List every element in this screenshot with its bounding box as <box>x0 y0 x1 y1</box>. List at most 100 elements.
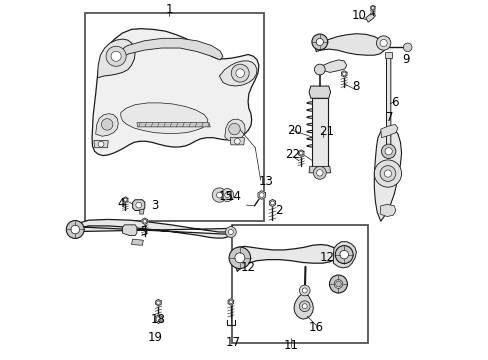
Polygon shape <box>96 114 118 136</box>
Circle shape <box>335 246 352 264</box>
Text: 5: 5 <box>140 225 147 238</box>
Circle shape <box>234 253 244 263</box>
Circle shape <box>123 198 127 201</box>
Polygon shape <box>319 60 346 72</box>
Bar <box>231 225 367 343</box>
Circle shape <box>379 40 386 46</box>
Text: 13: 13 <box>258 175 273 188</box>
Circle shape <box>403 43 411 51</box>
Circle shape <box>156 317 161 321</box>
Bar <box>85 13 264 221</box>
Circle shape <box>316 170 323 176</box>
Polygon shape <box>121 103 207 134</box>
Circle shape <box>384 148 391 155</box>
Text: 7: 7 <box>385 111 393 124</box>
Polygon shape <box>233 244 338 271</box>
Polygon shape <box>269 199 275 207</box>
Text: 18: 18 <box>151 313 165 327</box>
Circle shape <box>311 34 327 50</box>
Circle shape <box>98 141 104 147</box>
Polygon shape <box>142 218 147 225</box>
Circle shape <box>224 193 229 198</box>
Polygon shape <box>224 119 244 140</box>
Circle shape <box>379 166 395 181</box>
Text: 6: 6 <box>390 96 398 109</box>
Text: 16: 16 <box>308 321 323 334</box>
Text: 14: 14 <box>226 190 242 203</box>
Circle shape <box>384 170 391 177</box>
Circle shape <box>66 221 84 238</box>
Circle shape <box>376 36 390 50</box>
Polygon shape <box>132 200 144 211</box>
Polygon shape <box>380 125 397 138</box>
Polygon shape <box>122 39 223 60</box>
Polygon shape <box>384 51 391 58</box>
Circle shape <box>235 69 244 77</box>
Circle shape <box>228 123 240 135</box>
Circle shape <box>228 247 250 269</box>
Circle shape <box>71 225 80 234</box>
Circle shape <box>299 151 303 155</box>
Circle shape <box>302 304 306 309</box>
Polygon shape <box>373 127 401 221</box>
Circle shape <box>229 300 232 304</box>
Polygon shape <box>137 123 210 127</box>
Circle shape <box>302 288 306 293</box>
Text: 19: 19 <box>147 330 162 343</box>
Circle shape <box>142 220 146 223</box>
Circle shape <box>228 229 233 234</box>
Polygon shape <box>122 225 137 235</box>
Circle shape <box>316 39 323 45</box>
Polygon shape <box>298 150 304 156</box>
Circle shape <box>221 189 233 202</box>
Polygon shape <box>315 34 384 55</box>
Text: 4: 4 <box>117 197 124 210</box>
Circle shape <box>381 144 395 158</box>
Circle shape <box>216 192 222 198</box>
Polygon shape <box>365 13 375 22</box>
Polygon shape <box>370 5 374 10</box>
Circle shape <box>259 193 264 197</box>
Polygon shape <box>154 315 162 323</box>
Polygon shape <box>379 204 395 217</box>
Circle shape <box>329 275 346 293</box>
Text: 3: 3 <box>151 199 158 212</box>
Polygon shape <box>131 239 143 245</box>
Circle shape <box>225 226 236 237</box>
Polygon shape <box>258 191 265 199</box>
Polygon shape <box>333 242 356 268</box>
Circle shape <box>270 201 274 205</box>
Circle shape <box>339 250 348 259</box>
Text: 22: 22 <box>285 148 300 161</box>
Polygon shape <box>308 86 330 98</box>
Circle shape <box>136 202 142 208</box>
Text: 9: 9 <box>401 53 409 66</box>
Circle shape <box>106 46 126 66</box>
FancyBboxPatch shape <box>386 56 390 151</box>
Polygon shape <box>341 71 346 77</box>
Text: 2: 2 <box>274 204 282 217</box>
Circle shape <box>342 72 346 76</box>
Text: 12: 12 <box>240 261 255 274</box>
Polygon shape <box>227 299 233 305</box>
Polygon shape <box>92 29 258 156</box>
Circle shape <box>111 51 121 61</box>
Polygon shape <box>230 138 244 145</box>
Polygon shape <box>219 61 257 86</box>
Circle shape <box>333 280 342 288</box>
Circle shape <box>335 281 341 287</box>
Circle shape <box>212 188 226 202</box>
Text: 12: 12 <box>319 251 334 264</box>
Text: 10: 10 <box>351 9 366 22</box>
Circle shape <box>231 64 249 82</box>
Polygon shape <box>97 39 135 78</box>
Circle shape <box>314 64 325 75</box>
Circle shape <box>234 138 240 144</box>
Text: 1: 1 <box>165 3 173 16</box>
Text: 8: 8 <box>351 80 359 93</box>
Text: 17: 17 <box>225 336 240 348</box>
Polygon shape <box>308 166 330 173</box>
Polygon shape <box>73 220 233 238</box>
Polygon shape <box>140 210 144 214</box>
Polygon shape <box>293 294 313 319</box>
